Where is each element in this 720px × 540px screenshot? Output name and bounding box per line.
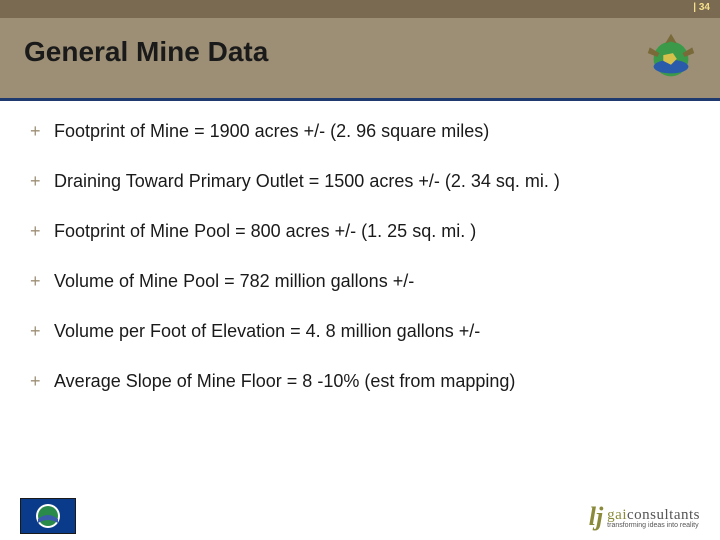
list-item: + Volume of Mine Pool = 782 million gall… xyxy=(30,270,690,292)
bullet-icon: + xyxy=(30,120,54,142)
wv-globe-badge-icon xyxy=(642,28,700,86)
content-area: + Footprint of Mine = 1900 acres +/- (2.… xyxy=(30,120,690,420)
top-strip xyxy=(0,0,720,18)
gai-tagline: transforming ideas into reality xyxy=(607,522,700,529)
list-item: + Volume per Foot of Elevation = 4. 8 mi… xyxy=(30,320,690,342)
bullet-text: Footprint of Mine Pool = 800 acres +/- (… xyxy=(54,220,476,242)
footer-seal-icon xyxy=(20,498,76,534)
list-item: + Footprint of Mine Pool = 800 acres +/-… xyxy=(30,220,690,242)
bullet-text: Volume of Mine Pool = 782 million gallon… xyxy=(54,270,414,292)
slide: | 34 General Mine Data + Footprint of Mi… xyxy=(0,0,720,540)
bullet-icon: + xyxy=(30,320,54,342)
bullet-text: Average Slope of Mine Floor = 8 -10% (es… xyxy=(54,370,515,392)
list-item: + Average Slope of Mine Floor = 8 -10% (… xyxy=(30,370,690,392)
bullet-icon: + xyxy=(30,170,54,192)
bullet-icon: + xyxy=(30,370,54,392)
gai-brand: gai xyxy=(607,507,627,523)
page-number: | 34 xyxy=(693,2,710,13)
bullet-text: Draining Toward Primary Outlet = 1500 ac… xyxy=(54,170,560,192)
bullet-text: Footprint of Mine = 1900 acres +/- (2. 9… xyxy=(54,120,489,142)
list-item: + Draining Toward Primary Outlet = 1500 … xyxy=(30,170,690,192)
slide-title: General Mine Data xyxy=(24,36,268,68)
footer: lj gaiconsultants transforming ideas int… xyxy=(0,492,720,540)
gai-word: consultants xyxy=(627,507,700,523)
bullet-icon: + xyxy=(30,270,54,292)
gai-logo: lj gaiconsultants transforming ideas int… xyxy=(589,502,700,532)
title-bar: General Mine Data xyxy=(0,18,720,98)
gai-logo-mark-icon: lj xyxy=(589,502,603,532)
list-item: + Footprint of Mine = 1900 acres +/- (2.… xyxy=(30,120,690,142)
bullet-icon: + xyxy=(30,220,54,242)
title-underline xyxy=(0,98,720,101)
bullet-text: Volume per Foot of Elevation = 4. 8 mill… xyxy=(54,320,480,342)
